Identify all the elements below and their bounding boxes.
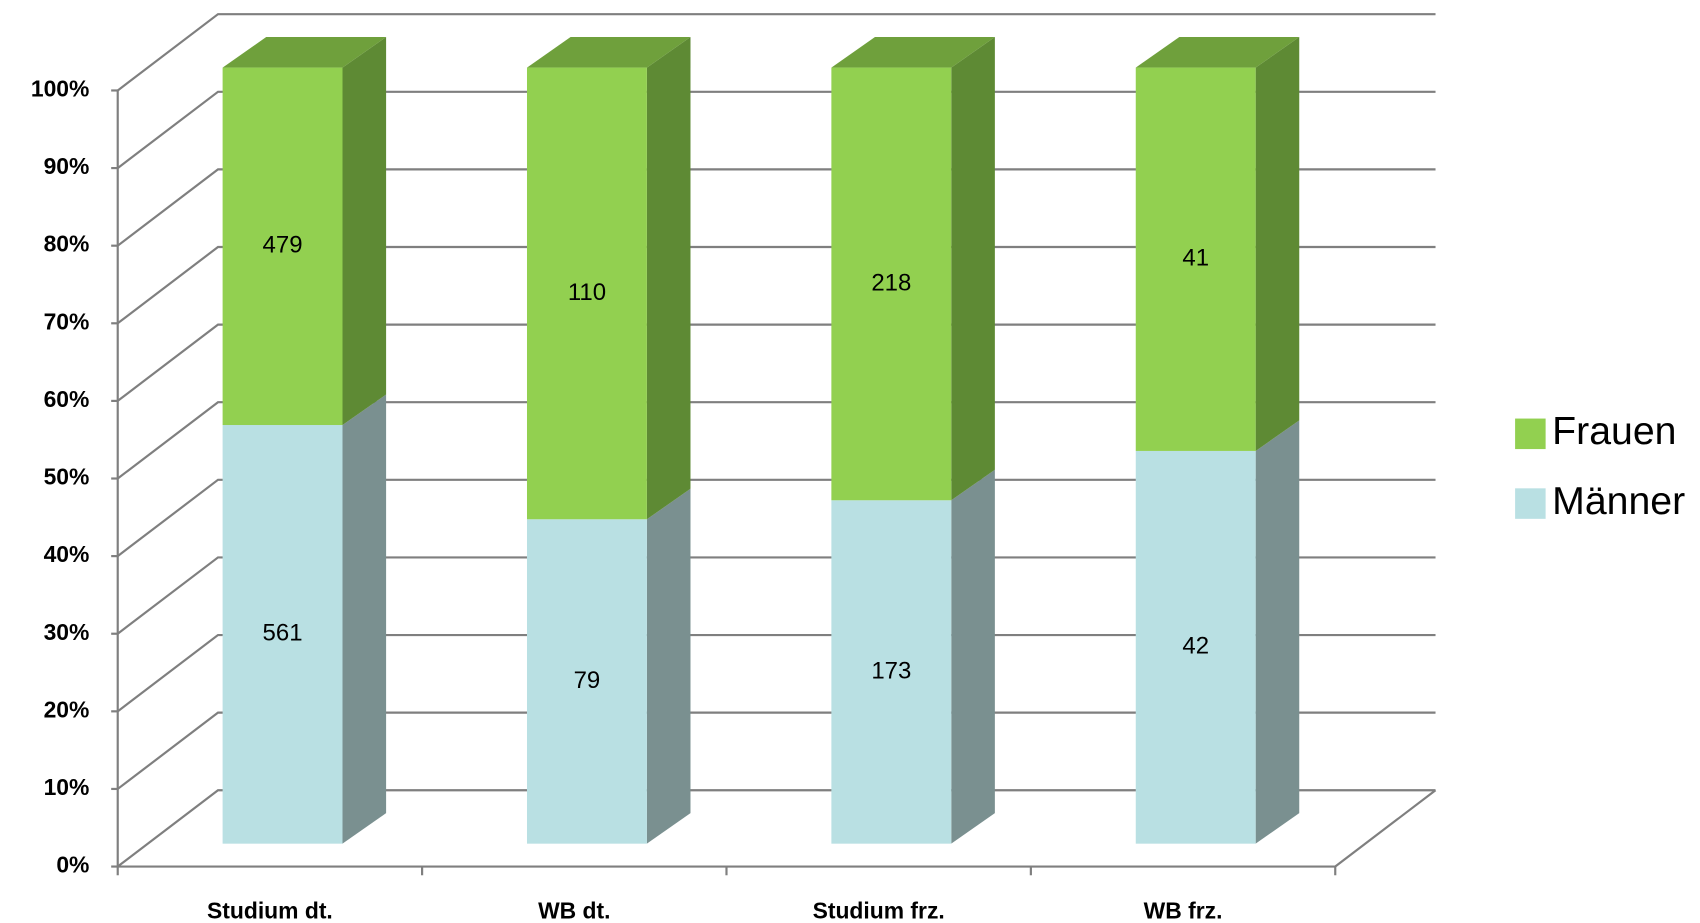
bar-side <box>951 469 995 844</box>
bar-top <box>1135 37 1300 68</box>
data-label: 42 <box>1182 633 1209 660</box>
x-tick-label: WB dt. <box>538 897 610 923</box>
data-label: 173 <box>871 657 911 684</box>
bar <box>222 425 343 844</box>
legend-label: Frauen <box>1552 409 1676 453</box>
plot: 0% 10% 20% 30% 40% 50% 60% 70% 80% 90% 100% 561 479 S… <box>31 13 1685 923</box>
y-tick-label: 10% <box>44 774 90 800</box>
y-tick-label: 80% <box>44 231 90 257</box>
y-tick-label: 0% <box>56 852 89 878</box>
grid-line <box>117 789 1436 868</box>
bar <box>1135 450 1256 844</box>
grid-line <box>117 13 1436 92</box>
grid-line <box>117 323 1436 402</box>
y-tick-label: 90% <box>44 153 90 179</box>
y-tick-label: 40% <box>44 541 90 567</box>
y-tick-label: 60% <box>44 386 90 412</box>
data-label: 561 <box>263 620 303 647</box>
legend-swatch <box>1515 488 1546 519</box>
grid-line <box>117 401 1436 480</box>
bar-side <box>1255 37 1300 451</box>
data-label: 79 <box>574 667 601 694</box>
bar-side <box>342 394 387 844</box>
grid-line <box>117 90 1436 169</box>
grid-line <box>117 478 1436 557</box>
y-tick-label: 70% <box>44 308 90 334</box>
y-tick-label: 20% <box>44 696 90 722</box>
bar-side <box>951 37 995 501</box>
bar-side <box>342 37 387 426</box>
bar <box>526 67 647 520</box>
bar-side <box>1255 420 1300 844</box>
legend-swatch <box>1515 418 1546 450</box>
x-tick-label: Studium dt. <box>207 897 333 923</box>
bar <box>526 519 647 844</box>
bar <box>1135 67 1256 451</box>
grid-line <box>117 168 1436 247</box>
grid-line <box>117 245 1436 325</box>
data-label: 479 <box>263 232 303 259</box>
grid-line <box>117 556 1436 635</box>
grid-line <box>117 711 1436 790</box>
y-tick-label: 30% <box>44 619 90 645</box>
bar <box>831 500 952 844</box>
data-label: 218 <box>871 269 911 296</box>
data-label: 110 <box>568 279 606 306</box>
bar <box>831 67 952 501</box>
bar-top <box>526 37 691 68</box>
y-tick-label: 50% <box>44 464 90 490</box>
grid-line <box>117 633 1436 713</box>
bar-top <box>222 37 387 68</box>
bar <box>222 67 343 426</box>
x-tick-label: WB frz. <box>1144 897 1223 923</box>
bar-top <box>831 37 995 68</box>
x-tick-label: Studium frz. <box>813 897 945 923</box>
legend-label: Männer <box>1552 479 1685 523</box>
data-label: 41 <box>1182 245 1209 272</box>
bar-side <box>646 37 691 520</box>
y-tick-label: 100% <box>31 76 90 102</box>
bar-side <box>646 488 691 844</box>
